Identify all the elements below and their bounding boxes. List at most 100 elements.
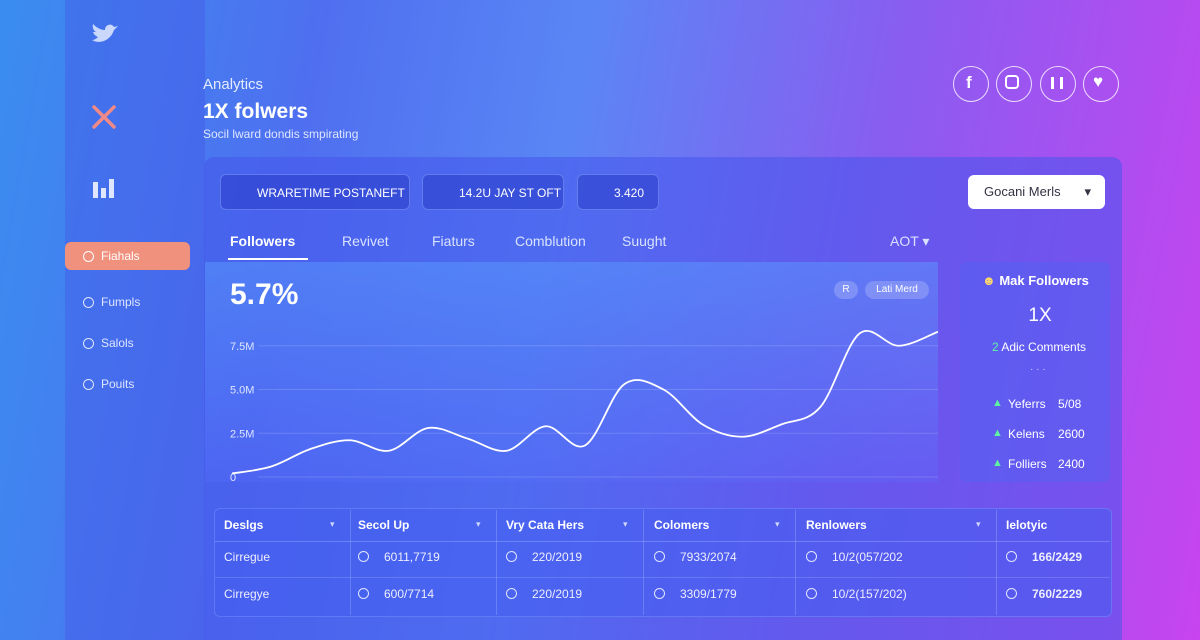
cell-icon <box>654 588 665 599</box>
sidebar-icon <box>83 338 94 349</box>
social-heart[interactable]: ♥ <box>1083 66 1119 102</box>
table-cell: Cirregue <box>224 550 271 564</box>
table-cell: 10/2(057/202 <box>832 550 903 564</box>
column-separator <box>496 510 497 615</box>
sidebar-icon <box>83 379 94 390</box>
chart-badge[interactable]: R <box>834 281 858 299</box>
cell-icon <box>506 551 517 562</box>
sort-caret: ▾ <box>330 519 335 529</box>
sort-caret: ▾ <box>976 519 981 529</box>
table-rule <box>215 577 1110 578</box>
dropdown[interactable]: Gocani Merls ▾ <box>968 175 1105 209</box>
sidebar-icon <box>83 251 94 262</box>
y-tick-label: 0 <box>230 472 236 484</box>
sidebar <box>65 0 205 640</box>
tab[interactable]: Revivet <box>342 233 389 249</box>
y-tick-label: 7.5M <box>230 341 254 353</box>
table-cell: 7933/2074 <box>680 550 737 564</box>
column-separator <box>643 510 644 615</box>
side-panel-title: ☻ Mak Followers <box>982 273 1089 288</box>
table-cell: 166/2429 <box>1032 550 1083 564</box>
page-title: 1X folwers <box>203 100 309 123</box>
side-panel <box>960 262 1110 482</box>
column-header: Colomers <box>654 518 710 532</box>
eyebrow: Analytics <box>203 76 264 93</box>
tab[interactable]: Suught <box>622 233 667 249</box>
cell-icon <box>806 588 817 599</box>
logo <box>92 24 118 42</box>
sidebar-icon <box>83 297 94 308</box>
row-icon: ▲ <box>992 427 1003 439</box>
sort-caret: ▾ <box>623 519 628 529</box>
column-header: Ielotyic <box>1006 518 1048 532</box>
column-separator <box>996 510 997 615</box>
data-line <box>231 330 939 475</box>
column-header: Vry Cata Hers <box>506 518 585 532</box>
sort-caret: ▾ <box>775 519 780 529</box>
chart-badge[interactable]: Lati Merd <box>865 281 929 299</box>
row-label: Folliers <box>1008 457 1047 471</box>
tab[interactable]: Comblution <box>515 233 586 249</box>
table-cell: 220/2019 <box>532 550 583 564</box>
tab-menu[interactable]: AOT ▾ <box>890 233 930 249</box>
y-tick-label: 5.0M <box>230 385 254 397</box>
column-separator <box>795 510 796 615</box>
row-value: 2400 <box>1058 457 1085 471</box>
cell-icon <box>654 551 665 562</box>
column-separator <box>350 510 351 615</box>
filter-button[interactable]: 14.2U JAY ST OFT <box>422 174 564 210</box>
column-header: Secol Up <box>358 518 410 532</box>
table-cell: 3309/1779 <box>680 587 737 601</box>
row-icon: ▲ <box>992 457 1003 469</box>
social-facebook[interactable]: f <box>953 66 989 102</box>
cell-icon <box>1006 551 1017 562</box>
cell-icon <box>806 551 817 562</box>
chart-icon[interactable] <box>92 178 118 200</box>
ellipsis: · · · <box>1030 364 1046 375</box>
row-icon: ▲ <box>992 397 1003 409</box>
table-cell: 10/2(157/202) <box>832 587 907 601</box>
filter-button[interactable]: 3.420 <box>577 174 659 210</box>
table-rule <box>215 541 1110 542</box>
dropdown-label: Gocani Merls <box>984 184 1061 199</box>
table-cell: 600/7714 <box>384 587 435 601</box>
chart-area <box>205 262 938 482</box>
tab[interactable]: Fiaturs <box>432 233 475 249</box>
side-panel-title-text: Mak Followers <box>999 273 1089 288</box>
cell-icon <box>358 551 369 562</box>
subtitle: Socil lward dondis smpirating <box>203 127 359 141</box>
sidebar-item[interactable]: Pouits <box>65 370 190 398</box>
cell-icon <box>358 588 369 599</box>
table-cell: 760/2229 <box>1032 587 1083 601</box>
tab-menu-label: AOT <box>890 233 919 249</box>
tab-underline <box>228 258 308 260</box>
column-header: Deslgs <box>224 518 264 532</box>
note-count: 2 <box>992 340 999 354</box>
column-header: Renlowers <box>806 518 867 532</box>
social-stats[interactable] <box>1040 66 1076 102</box>
sidebar-item[interactable]: Fumpls <box>65 288 190 316</box>
row-value: 2600 <box>1058 427 1085 441</box>
side-panel-note: 2 Adic Comments <box>992 340 1086 354</box>
social-instagram[interactable] <box>996 66 1032 102</box>
cell-icon <box>1006 588 1017 599</box>
row-label: Kelens <box>1008 427 1045 441</box>
sidebar-item[interactable]: Salols <box>65 329 190 357</box>
table-cell: Cirregye <box>224 587 270 601</box>
row-value: 5/08 <box>1058 397 1082 411</box>
side-panel-value: 1X <box>1028 305 1052 326</box>
row-label: Yeferrs <box>1008 397 1046 411</box>
chart-title: 5.7% <box>230 278 299 311</box>
tab[interactable]: Followers <box>230 233 296 249</box>
close-icon[interactable] <box>90 103 118 131</box>
sort-caret: ▾ <box>476 519 481 529</box>
cell-icon <box>506 588 517 599</box>
sidebar-item[interactable]: Fiahals <box>65 242 190 270</box>
filter-button[interactable]: WRARETIME POSTANEFT <box>220 174 410 210</box>
table-cell: 220/2019 <box>532 587 583 601</box>
note-text: Adic Comments <box>1001 340 1087 354</box>
table-cell: 6011,7719 <box>384 550 440 564</box>
y-tick-label: 2.5M <box>230 428 254 440</box>
